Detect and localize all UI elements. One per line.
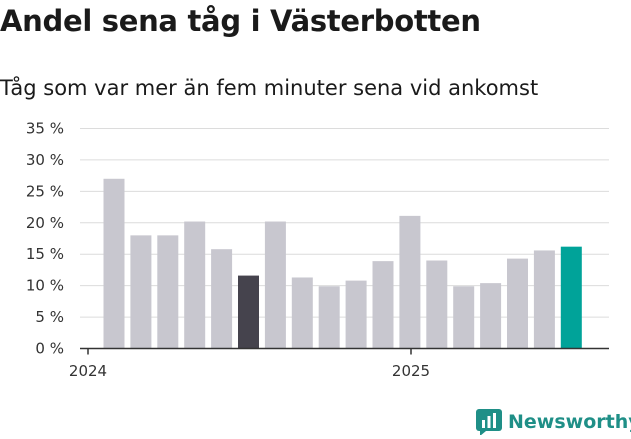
y-tick-label: 20 % xyxy=(26,214,64,232)
bar xyxy=(291,277,313,349)
chart-title: Andel sena tåg i Västerbotten xyxy=(0,4,481,38)
bar-chart: 0 % 5 % 10 % 15 % 20 % 25 % 30 % 35 % 2024 2025 xyxy=(26,120,609,380)
bar xyxy=(560,246,582,349)
y-tick-label: 30 % xyxy=(26,151,64,169)
y-tick-label: 10 % xyxy=(26,277,64,295)
y-tick-label: 35 % xyxy=(26,120,64,138)
bar xyxy=(264,221,286,349)
bar xyxy=(130,235,152,349)
brand-logo: Newsworthy xyxy=(476,406,631,438)
y-axis-ticks: 0 % 5 % 10 % 15 % 20 % 25 % 30 % 35 % xyxy=(26,120,64,358)
bar xyxy=(211,249,233,349)
bar xyxy=(103,178,125,349)
y-tick-label: 0 % xyxy=(35,340,64,358)
y-tick-label: 25 % xyxy=(26,182,64,200)
bar xyxy=(372,261,394,349)
bar xyxy=(426,260,448,349)
bar xyxy=(345,280,367,349)
bar xyxy=(318,286,340,349)
chart-subtitle: Tåg som var mer än fem minuter sena vid … xyxy=(0,76,539,100)
x-axis-ticks: 2024 2025 xyxy=(69,348,430,380)
newsworthy-chart-icon xyxy=(476,409,502,435)
bar xyxy=(480,283,502,349)
bar xyxy=(533,250,555,349)
bar xyxy=(399,215,421,349)
bar xyxy=(184,221,206,349)
bars xyxy=(103,178,582,349)
bar xyxy=(238,275,259,349)
x-tick-label: 2025 xyxy=(392,362,430,380)
x-tick-label: 2024 xyxy=(69,362,107,380)
y-tick-label: 5 % xyxy=(35,308,64,326)
bar xyxy=(507,258,528,349)
y-tick-label: 15 % xyxy=(26,245,64,263)
bar xyxy=(157,235,179,349)
brand-name: Newsworthy xyxy=(508,411,631,433)
bar xyxy=(453,286,475,349)
